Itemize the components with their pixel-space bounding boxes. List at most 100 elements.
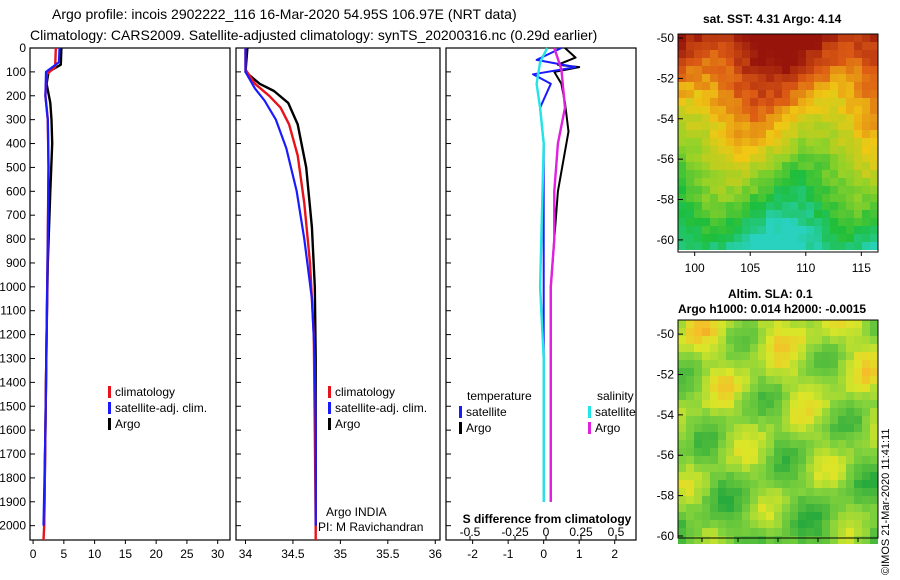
map-cell (710, 488, 718, 496)
depth-tick-label: 400 (6, 137, 26, 151)
map-cell (686, 122, 694, 130)
map-cell (798, 114, 806, 122)
map-cell (870, 440, 878, 448)
map-cell (750, 416, 758, 424)
map-cell (806, 90, 814, 98)
map-cell (806, 456, 814, 464)
map-cell (758, 512, 766, 520)
map-cell (782, 360, 790, 368)
map-cell (742, 536, 750, 544)
map-cell (678, 226, 686, 234)
map-cell (830, 130, 838, 138)
map-cell (686, 464, 694, 472)
map-cell (710, 320, 718, 328)
map-cell (870, 154, 878, 162)
map-cell (830, 424, 838, 432)
map-cell (734, 440, 742, 448)
map-cell (686, 344, 694, 352)
map-cell (742, 512, 750, 520)
map-cell (694, 504, 702, 512)
map-cell (806, 58, 814, 66)
map-cell (734, 408, 742, 416)
map-cell (678, 194, 686, 202)
map-cell (694, 416, 702, 424)
map-cell (686, 488, 694, 496)
map-cell (838, 328, 846, 336)
map-cell (742, 146, 750, 154)
map-cell (774, 242, 782, 250)
map-cell (750, 58, 758, 66)
map-cell (846, 448, 854, 456)
map-cell (862, 66, 870, 74)
map-cell (838, 250, 846, 258)
map-cell (718, 504, 726, 512)
map-cell (862, 368, 870, 376)
map-cell (822, 360, 830, 368)
map-cell (766, 130, 774, 138)
map-cell (766, 336, 774, 344)
map-cell (694, 162, 702, 170)
map-cell (774, 488, 782, 496)
map-cell (710, 368, 718, 376)
map-cell (822, 170, 830, 178)
map-cell (742, 138, 750, 146)
map-cell (838, 528, 846, 536)
map-cell (782, 186, 790, 194)
map-cell (766, 154, 774, 162)
map-cell (742, 448, 750, 456)
map-cell (814, 186, 822, 194)
map-cell (822, 226, 830, 234)
map-cell (734, 336, 742, 344)
map-cell (862, 536, 870, 544)
map-cell (814, 344, 822, 352)
map-cell (702, 202, 710, 210)
map-cell (726, 344, 734, 352)
map-cell (830, 202, 838, 210)
map-cell (758, 416, 766, 424)
map-cell (846, 130, 854, 138)
map-cell (814, 90, 822, 98)
map-cell (790, 34, 798, 42)
map-cell (766, 328, 774, 336)
map-cell (742, 384, 750, 392)
map-cell (686, 50, 694, 58)
map-cell (814, 336, 822, 344)
map-cell (798, 488, 806, 496)
map-cell (686, 384, 694, 392)
map-cell (694, 122, 702, 130)
map-cell (750, 360, 758, 368)
map-cell (782, 210, 790, 218)
map-cell (830, 154, 838, 162)
map-cell (774, 464, 782, 472)
map-cell (702, 416, 710, 424)
map-cell (854, 50, 862, 58)
map-cell (846, 106, 854, 114)
map-cell (694, 400, 702, 408)
map-cell (854, 186, 862, 194)
map-cell (694, 440, 702, 448)
map-y-tick-label: -52 (657, 368, 675, 382)
map-cell (750, 512, 758, 520)
map-cell (782, 424, 790, 432)
map-y-tick-label: -54 (657, 408, 675, 422)
map-cell (862, 234, 870, 242)
map-cell (846, 456, 854, 464)
map-cell (830, 520, 838, 528)
map-cell (806, 472, 814, 480)
map-cell (806, 178, 814, 186)
map-cell (758, 162, 766, 170)
map-cell (742, 114, 750, 122)
map-cell (758, 82, 766, 90)
map-cell (814, 114, 822, 122)
map-cell (782, 512, 790, 520)
map-cell (798, 210, 806, 218)
map-cell (782, 528, 790, 536)
map-cell (870, 424, 878, 432)
map-cell (798, 146, 806, 154)
map-cell (702, 106, 710, 114)
map-cell (718, 122, 726, 130)
map-cell (798, 82, 806, 90)
map-cell (798, 98, 806, 106)
map-cell (846, 138, 854, 146)
map-cell (790, 520, 798, 528)
